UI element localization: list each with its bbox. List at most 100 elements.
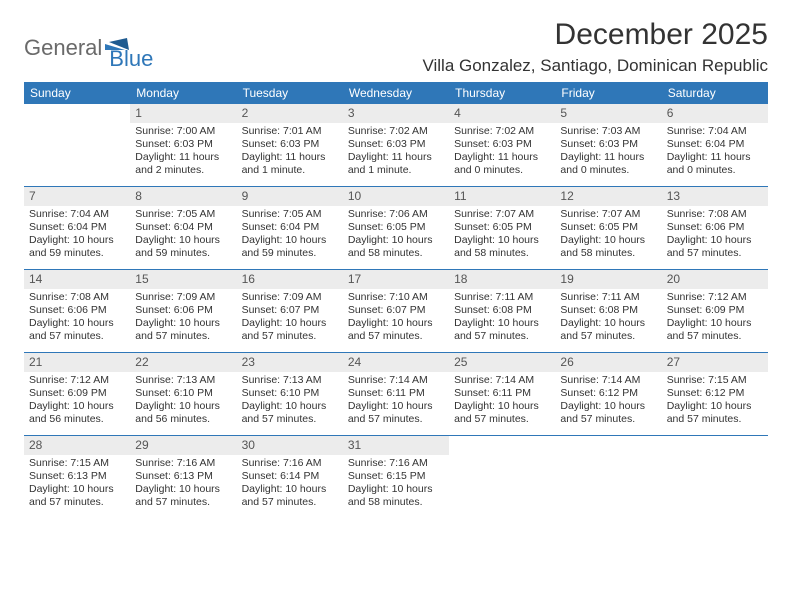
sunset-text: Sunset: 6:07 PM — [242, 304, 338, 317]
sunset-text: Sunset: 6:06 PM — [667, 221, 763, 234]
day-info: Sunrise: 7:03 AMSunset: 6:03 PMDaylight:… — [555, 125, 661, 178]
calendar-day-cell: 14Sunrise: 7:08 AMSunset: 6:06 PMDayligh… — [24, 270, 130, 352]
calendar-day-cell: 22Sunrise: 7:13 AMSunset: 6:10 PMDayligh… — [130, 353, 236, 435]
sunrise-text: Sunrise: 7:00 AM — [135, 125, 231, 138]
logo-text-general: General — [24, 35, 102, 61]
sunrise-text: Sunrise: 7:15 AM — [29, 457, 125, 470]
sunrise-text: Sunrise: 7:11 AM — [454, 291, 550, 304]
daylight-text: Daylight: 10 hours and 58 minutes. — [560, 234, 656, 260]
daylight-text: Daylight: 10 hours and 59 minutes. — [29, 234, 125, 260]
calendar-day-cell: . — [662, 436, 768, 518]
sunset-text: Sunset: 6:08 PM — [454, 304, 550, 317]
day-info: Sunrise: 7:14 AMSunset: 6:12 PMDaylight:… — [555, 374, 661, 427]
day-number: 26 — [555, 353, 661, 372]
daylight-text: Daylight: 10 hours and 56 minutes. — [29, 400, 125, 426]
daylight-text: Daylight: 10 hours and 57 minutes. — [29, 317, 125, 343]
day-number: 5 — [555, 104, 661, 123]
day-info: Sunrise: 7:07 AMSunset: 6:05 PMDaylight:… — [449, 208, 555, 261]
day-number: 17 — [343, 270, 449, 289]
sunrise-text: Sunrise: 7:07 AM — [560, 208, 656, 221]
day-number: 19 — [555, 270, 661, 289]
sunrise-text: Sunrise: 7:09 AM — [135, 291, 231, 304]
sunrise-text: Sunrise: 7:05 AM — [242, 208, 338, 221]
day-info: Sunrise: 7:05 AMSunset: 6:04 PMDaylight:… — [237, 208, 343, 261]
logo-text-blue: Blue — [109, 46, 153, 72]
day-number: 24 — [343, 353, 449, 372]
day-info: Sunrise: 7:16 AMSunset: 6:15 PMDaylight:… — [343, 457, 449, 510]
sunrise-text: Sunrise: 7:13 AM — [242, 374, 338, 387]
sunset-text: Sunset: 6:03 PM — [242, 138, 338, 151]
sunrise-text: Sunrise: 7:06 AM — [348, 208, 444, 221]
day-info: Sunrise: 7:02 AMSunset: 6:03 PMDaylight:… — [449, 125, 555, 178]
calendar-week: 21Sunrise: 7:12 AMSunset: 6:09 PMDayligh… — [24, 352, 768, 435]
day-number: 11 — [449, 187, 555, 206]
sunrise-text: Sunrise: 7:07 AM — [454, 208, 550, 221]
daylight-text: Daylight: 10 hours and 59 minutes. — [135, 234, 231, 260]
sunrise-text: Sunrise: 7:02 AM — [454, 125, 550, 138]
day-info: Sunrise: 7:13 AMSunset: 6:10 PMDaylight:… — [130, 374, 236, 427]
sunset-text: Sunset: 6:09 PM — [29, 387, 125, 400]
daylight-text: Daylight: 10 hours and 57 minutes. — [135, 483, 231, 509]
day-number: 23 — [237, 353, 343, 372]
day-info: Sunrise: 7:16 AMSunset: 6:13 PMDaylight:… — [130, 457, 236, 510]
sunset-text: Sunset: 6:05 PM — [560, 221, 656, 234]
logo: General Blue — [24, 18, 153, 72]
calendar-day-cell: 13Sunrise: 7:08 AMSunset: 6:06 PMDayligh… — [662, 187, 768, 269]
day-info: Sunrise: 7:13 AMSunset: 6:10 PMDaylight:… — [237, 374, 343, 427]
day-number: 8 — [130, 187, 236, 206]
day-number: 12 — [555, 187, 661, 206]
day-number: 13 — [662, 187, 768, 206]
sunset-text: Sunset: 6:06 PM — [135, 304, 231, 317]
calendar-day-cell: 30Sunrise: 7:16 AMSunset: 6:14 PMDayligh… — [237, 436, 343, 518]
sunset-text: Sunset: 6:08 PM — [560, 304, 656, 317]
sunset-text: Sunset: 6:03 PM — [135, 138, 231, 151]
day-info: Sunrise: 7:11 AMSunset: 6:08 PMDaylight:… — [449, 291, 555, 344]
daylight-text: Daylight: 10 hours and 58 minutes. — [348, 234, 444, 260]
calendar-day-cell: . — [449, 436, 555, 518]
calendar-day-cell: 18 Sunrise: 7:11 AMSunset: 6:08 PMDayligh… — [449, 270, 555, 352]
day-number: 16 — [237, 270, 343, 289]
day-number: 18 — [449, 270, 555, 289]
day-info: Sunrise: 7:00 AMSunset: 6:03 PMDaylight:… — [130, 125, 236, 178]
title-block: December 2025 Villa Gonzalez, Santiago, … — [422, 18, 768, 76]
sunset-text: Sunset: 6:04 PM — [667, 138, 763, 151]
sunset-text: Sunset: 6:05 PM — [454, 221, 550, 234]
sunset-text: Sunset: 6:15 PM — [348, 470, 444, 483]
sunrise-text: Sunrise: 7:01 AM — [242, 125, 338, 138]
daylight-text: Daylight: 10 hours and 57 minutes. — [560, 400, 656, 426]
day-info: Sunrise: 7:09 AMSunset: 6:07 PMDaylight:… — [237, 291, 343, 344]
sunrise-text: Sunrise: 7:12 AM — [667, 291, 763, 304]
daylight-text: Daylight: 11 hours and 1 minute. — [348, 151, 444, 177]
sunrise-text: Sunrise: 7:10 AM — [348, 291, 444, 304]
weekday-header: Wednesday — [343, 82, 449, 104]
sunset-text: Sunset: 6:11 PM — [454, 387, 550, 400]
calendar-day-cell: 15Sunrise: 7:09 AMSunset: 6:06 PMDayligh… — [130, 270, 236, 352]
sunset-text: Sunset: 6:04 PM — [135, 221, 231, 234]
day-info: Sunrise: 7:08 AMSunset: 6:06 PMDaylight:… — [24, 291, 130, 344]
sunset-text: Sunset: 6:09 PM — [667, 304, 763, 317]
calendar-day-cell: 11 Sunrise: 7:07 AMSunset: 6:05 PMDayligh… — [449, 187, 555, 269]
day-number: 2 — [237, 104, 343, 123]
sunset-text: Sunset: 6:10 PM — [242, 387, 338, 400]
sunrise-text: Sunrise: 7:14 AM — [560, 374, 656, 387]
day-info: Sunrise: 7:07 AMSunset: 6:05 PMDaylight:… — [555, 208, 661, 261]
sunrise-text: Sunrise: 7:02 AM — [348, 125, 444, 138]
weekday-header-row: Sunday Monday Tuesday Wednesday Thursday… — [24, 82, 768, 104]
day-info: Sunrise: 7:06 AMSunset: 6:05 PMDaylight:… — [343, 208, 449, 261]
day-number: 1 — [130, 104, 236, 123]
day-number: 15 — [130, 270, 236, 289]
sunrise-text: Sunrise: 7:11 AM — [560, 291, 656, 304]
sunset-text: Sunset: 6:11 PM — [348, 387, 444, 400]
sunset-text: Sunset: 6:06 PM — [29, 304, 125, 317]
day-info: Sunrise: 7:15 AMSunset: 6:12 PMDaylight:… — [662, 374, 768, 427]
weekday-header: Saturday — [662, 82, 768, 104]
day-info: Sunrise: 7:01 AMSunset: 6:03 PMDaylight:… — [237, 125, 343, 178]
day-number: 7 — [24, 187, 130, 206]
sunrise-text: Sunrise: 7:14 AM — [348, 374, 444, 387]
calendar-day-cell: 1 Sunrise: 7:00 AMSunset: 6:03 PMDaylight… — [130, 104, 236, 186]
calendar-day-cell: 6Sunrise: 7:04 AMSunset: 6:04 PMDaylight… — [662, 104, 768, 186]
calendar-day-cell: 12 Sunrise: 7:07 AMSunset: 6:05 PMDayligh… — [555, 187, 661, 269]
calendar-grid: Sunday Monday Tuesday Wednesday Thursday… — [24, 82, 768, 518]
sunset-text: Sunset: 6:12 PM — [560, 387, 656, 400]
sunset-text: Sunset: 6:12 PM — [667, 387, 763, 400]
